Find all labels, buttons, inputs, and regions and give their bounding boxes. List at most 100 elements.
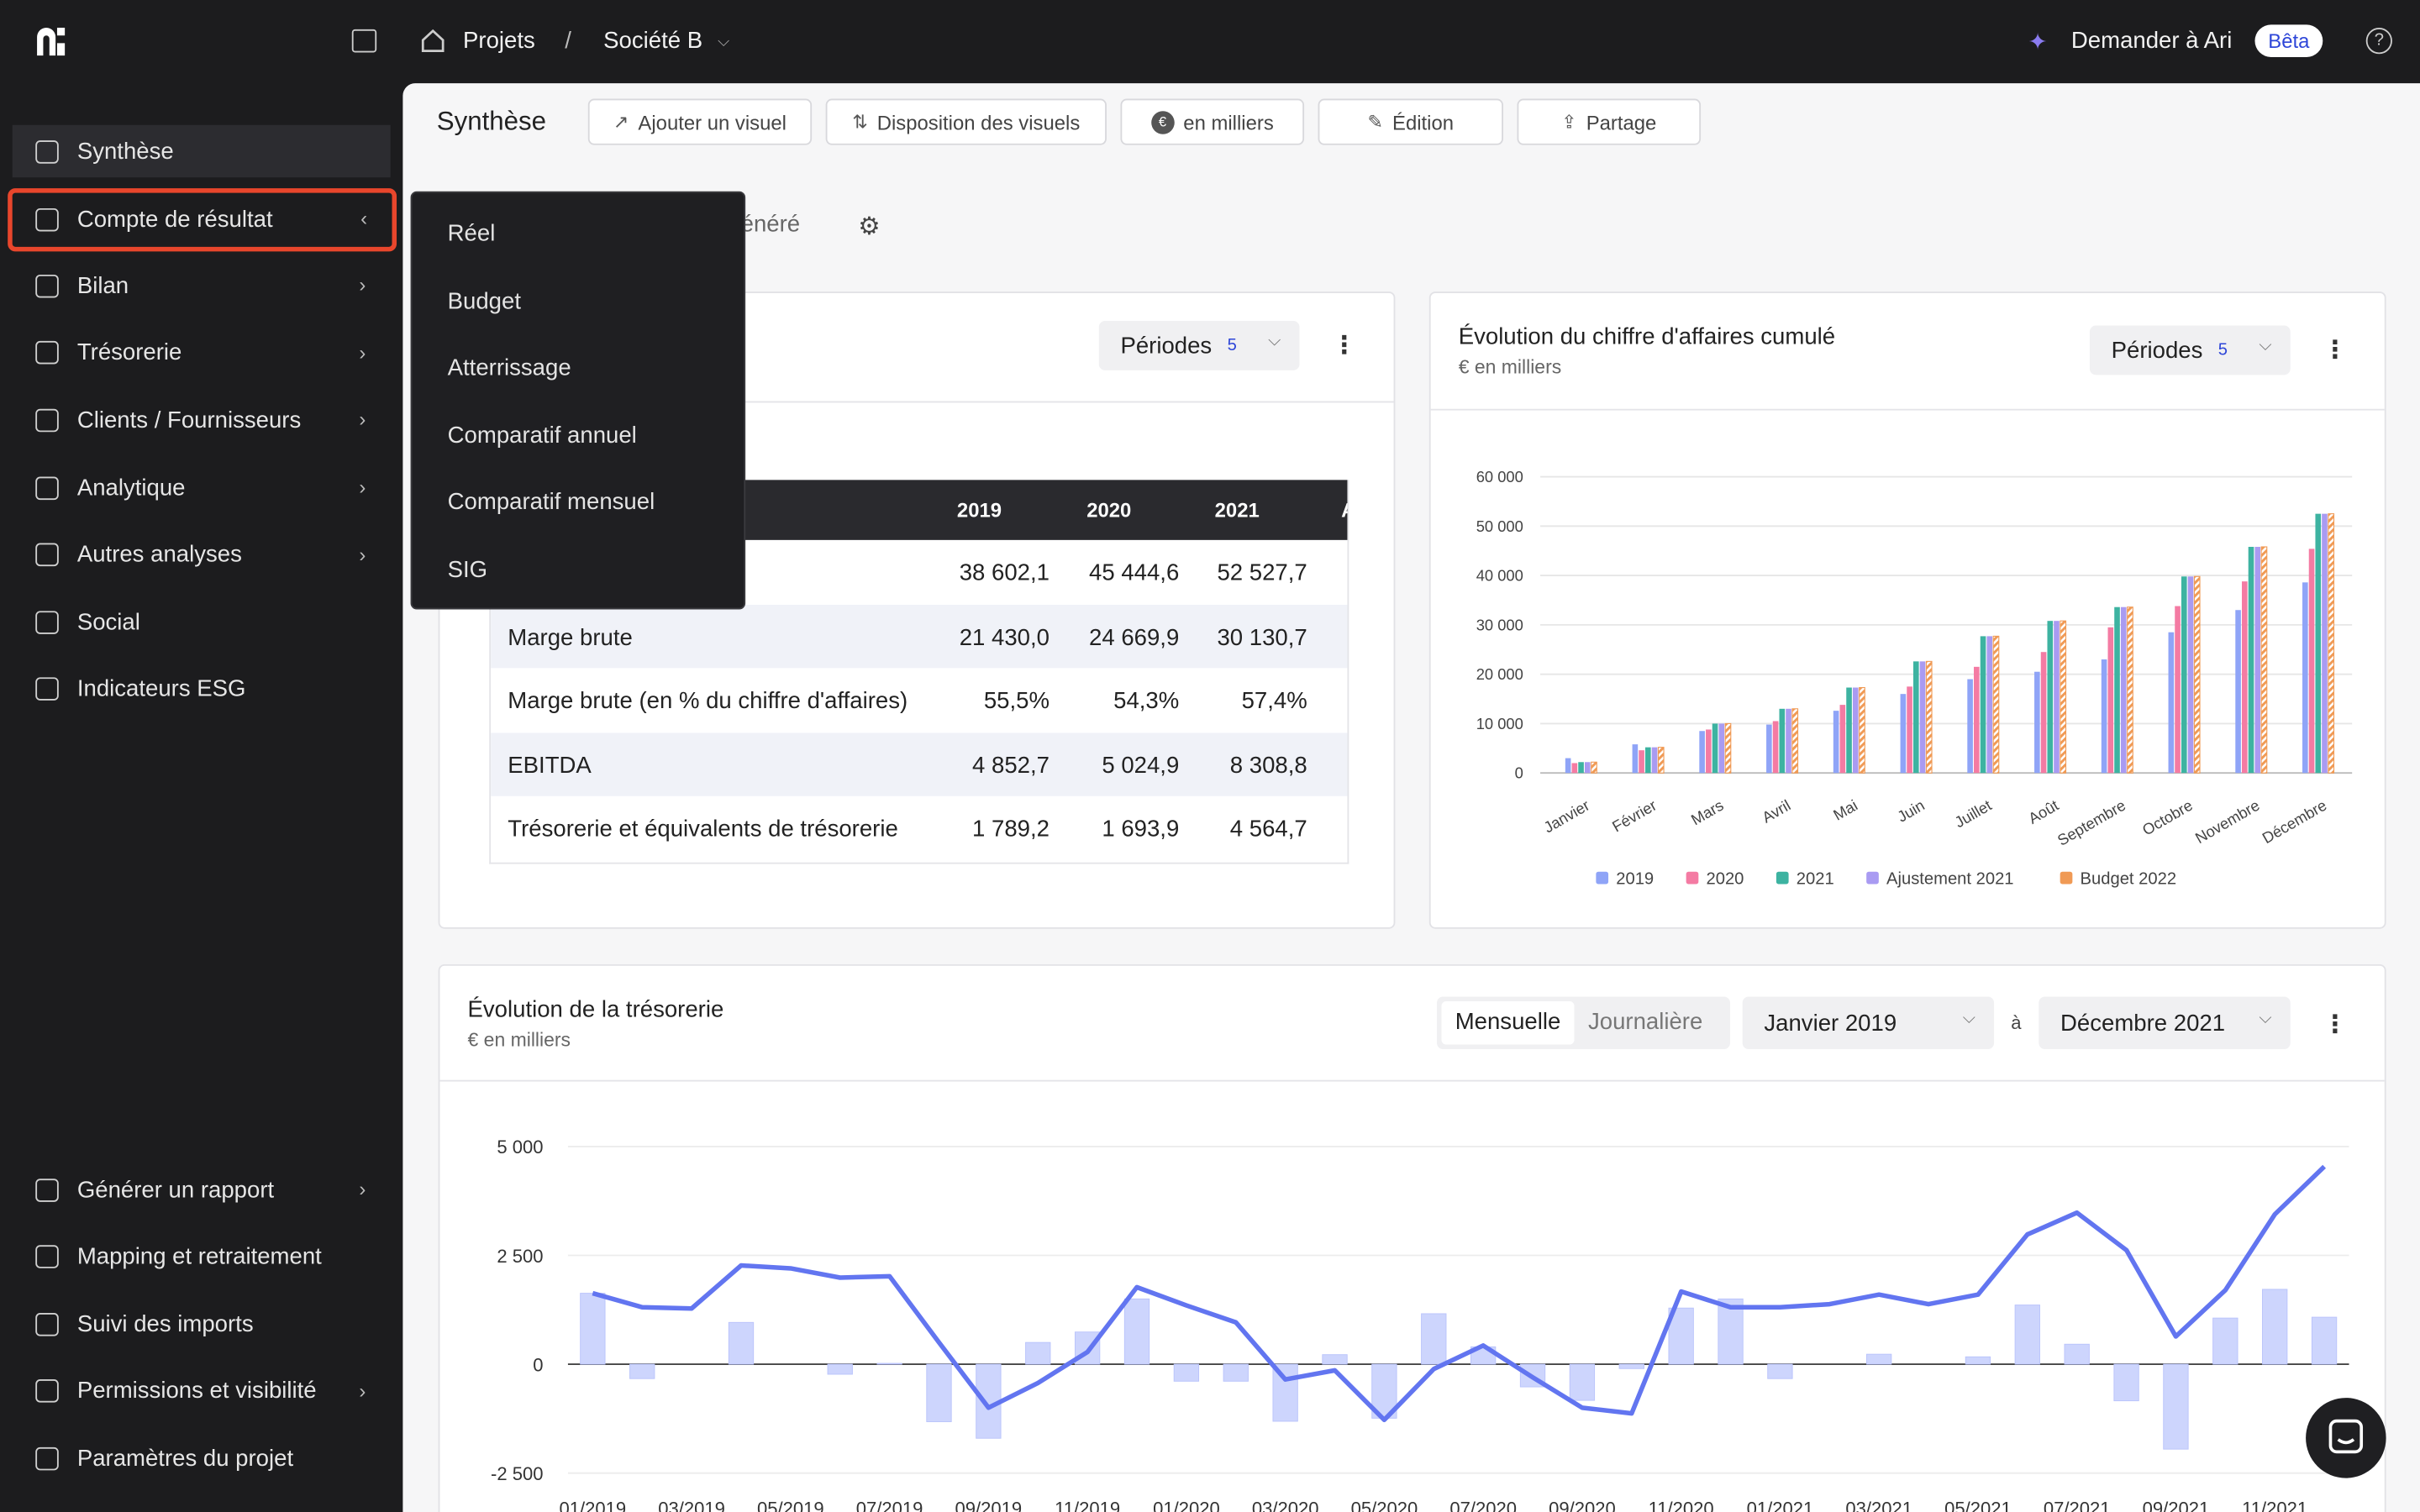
table-cell: 54,3% bbox=[1113, 688, 1180, 715]
sidebar-icon bbox=[35, 207, 59, 231]
settings-icon[interactable]: ⚙ bbox=[858, 214, 881, 241]
toolbar-button[interactable]: ⇪ Partage bbox=[1517, 98, 1702, 145]
sidebar-icon bbox=[35, 1379, 59, 1403]
breadcrumb[interactable]: Projets bbox=[463, 28, 535, 55]
sidebar-item[interactable]: Analytique › bbox=[13, 461, 391, 513]
sidebar-icon bbox=[35, 677, 59, 701]
sidebar-item[interactable]: Paramètres du projet bbox=[13, 1431, 391, 1483]
button-label: Édition bbox=[1392, 110, 1455, 134]
menu-item[interactable]: Budget bbox=[447, 287, 521, 314]
page-title: Synthèse bbox=[436, 106, 547, 136]
button-icon: € bbox=[1150, 110, 1175, 134]
table-cell: 21 430,0 bbox=[959, 623, 1050, 651]
table-row: 38 602,1 45 444,6 52 527,7 bbox=[491, 540, 1347, 604]
sidebar-item[interactable]: Compte de résultat ‹ bbox=[8, 187, 397, 251]
table-row: EBITDA 4 852,7 5 024,9 8 308,8 bbox=[491, 732, 1348, 796]
tab[interactable]: énéré bbox=[740, 211, 801, 238]
sidebar-item[interactable]: Trésorerie › bbox=[13, 327, 391, 379]
sidebar-item[interactable]: Clients / Fournisseurs › bbox=[13, 394, 391, 446]
menu-item[interactable]: Atterrissage bbox=[447, 354, 571, 382]
sidebar-icon bbox=[35, 274, 59, 297]
table-cell: 8 308,8 bbox=[1229, 752, 1307, 779]
column-header: 2021 bbox=[1214, 498, 1260, 522]
sidebar-item[interactable]: Générer un rapport › bbox=[13, 1163, 391, 1215]
table-cell: 4 564,7 bbox=[1229, 816, 1307, 843]
periods-select[interactable]: Périodes 5 ⌵ bbox=[1098, 321, 1300, 370]
table-cell: 1 693,9 bbox=[1102, 816, 1180, 843]
sidebar-icon bbox=[35, 139, 59, 163]
row-label: Marge brute (en % du chiffre d'affaires) bbox=[508, 688, 908, 715]
breadcrumb[interactable]: Société B bbox=[603, 28, 703, 55]
periods-label: Périodes bbox=[2111, 337, 2203, 364]
sidebar-item[interactable]: Social bbox=[13, 596, 391, 648]
table-cell: 30 130,7 bbox=[1217, 623, 1307, 651]
sidebar-label: Mapping et retraitement bbox=[76, 1243, 322, 1270]
table-cell: 52 527,7 bbox=[1217, 559, 1307, 586]
toggle-option[interactable]: Journalière bbox=[1588, 1009, 1703, 1036]
sidebar-toggle[interactable] bbox=[351, 29, 377, 53]
chat-button[interactable] bbox=[2306, 1398, 2386, 1478]
periods-select[interactable]: Périodes 5 ⌵ bbox=[2089, 325, 2291, 375]
sidebar-icon bbox=[35, 610, 59, 634]
table-cell: 24 669,9 bbox=[1089, 623, 1180, 651]
sidebar-label: Indicateurs ESG bbox=[76, 676, 246, 703]
toolbar-button[interactable]: € en milliers bbox=[1120, 98, 1305, 145]
from-select[interactable]: Janvier 2019 ⌵ bbox=[1742, 996, 1995, 1049]
column-header: 2020 bbox=[1086, 498, 1132, 522]
ask-ari[interactable]: Demander à Ari bbox=[2070, 28, 2233, 55]
table-row: Trésorerie et équivalents de trésorerie 1… bbox=[491, 796, 1347, 860]
button-icon: ✎ bbox=[1367, 111, 1384, 133]
menu-item[interactable]: SIG bbox=[447, 557, 488, 584]
sidebar-label: Autres analyses bbox=[76, 541, 242, 569]
chevron: › bbox=[359, 1177, 366, 1200]
toggle-option[interactable]: Mensuelle bbox=[1441, 1001, 1575, 1045]
row-label: Marge brute bbox=[508, 623, 633, 651]
sidebar-item[interactable]: Autres analyses › bbox=[13, 528, 391, 580]
periods-label: Périodes bbox=[1120, 332, 1213, 360]
home-icon bbox=[421, 29, 445, 52]
chevron: › bbox=[359, 475, 366, 499]
sidebar-item[interactable]: Indicateurs ESG bbox=[13, 663, 391, 715]
chart-title: Évolution de la trésorerie bbox=[467, 996, 724, 1023]
sidebar-item[interactable]: Synthèse bbox=[12, 124, 391, 178]
sidebar-label: Paramètres du projet bbox=[76, 1445, 294, 1472]
logo[interactable] bbox=[34, 24, 67, 58]
to-select[interactable]: Décembre 2021 ⌵ bbox=[2039, 996, 2291, 1049]
sidebar-item[interactable]: Bilan › bbox=[13, 260, 391, 312]
revenue-card: Évolution du chiffre d'affaires cumulé €… bbox=[1428, 291, 2386, 929]
chevron: › bbox=[359, 340, 366, 365]
button-label: en milliers bbox=[1183, 110, 1274, 134]
table-cell: 45 444,6 bbox=[1089, 559, 1180, 586]
help-icon[interactable]: ? bbox=[2365, 28, 2392, 55]
menu-item[interactable]: Comparatif annuel bbox=[447, 422, 637, 449]
sidebar-label: Synthèse bbox=[76, 138, 174, 165]
sidebar-item[interactable]: Suivi des imports bbox=[13, 1298, 391, 1350]
row-label: Trésorerie et équivalents de trésorerie bbox=[508, 816, 898, 843]
sidebar-icon bbox=[35, 1446, 59, 1470]
column-header: A bbox=[1341, 498, 1347, 522]
chevron: › bbox=[359, 542, 366, 566]
sidebar-label: Trésorerie bbox=[76, 339, 182, 366]
table-cell: 1 789,2 bbox=[972, 816, 1050, 843]
sidebar-label: Générer un rapport bbox=[76, 1176, 275, 1203]
more-menu[interactable]: ⋮ bbox=[1332, 333, 1357, 360]
button-icon: ↗ bbox=[613, 111, 629, 133]
more-menu[interactable]: ⋮ bbox=[2323, 1011, 2348, 1039]
button-icon: ⇅ bbox=[852, 111, 868, 133]
menu-item[interactable]: Réel bbox=[447, 220, 496, 247]
sidebar-label: Social bbox=[76, 608, 140, 636]
toolbar-button[interactable]: ⇅ Disposition des visuels bbox=[825, 98, 1107, 145]
menu-item[interactable]: Comparatif mensuel bbox=[447, 489, 655, 517]
sidebar-item[interactable]: Permissions et visibilité › bbox=[13, 1365, 391, 1417]
more-menu[interactable]: ⋮ bbox=[2323, 338, 2348, 365]
beta-badge: Bêta bbox=[2254, 24, 2323, 57]
sidebar-label: Bilan bbox=[76, 272, 129, 299]
sidebar-item[interactable]: Mapping et retraitement bbox=[13, 1231, 391, 1283]
chart-subtitle: € en milliers bbox=[1458, 356, 1562, 378]
table-cell: 55,5% bbox=[983, 688, 1050, 715]
toolbar-button[interactable]: ↗ Ajouter un visuel bbox=[587, 98, 813, 145]
toolbar-button[interactable]: ✎ Édition bbox=[1318, 98, 1503, 145]
